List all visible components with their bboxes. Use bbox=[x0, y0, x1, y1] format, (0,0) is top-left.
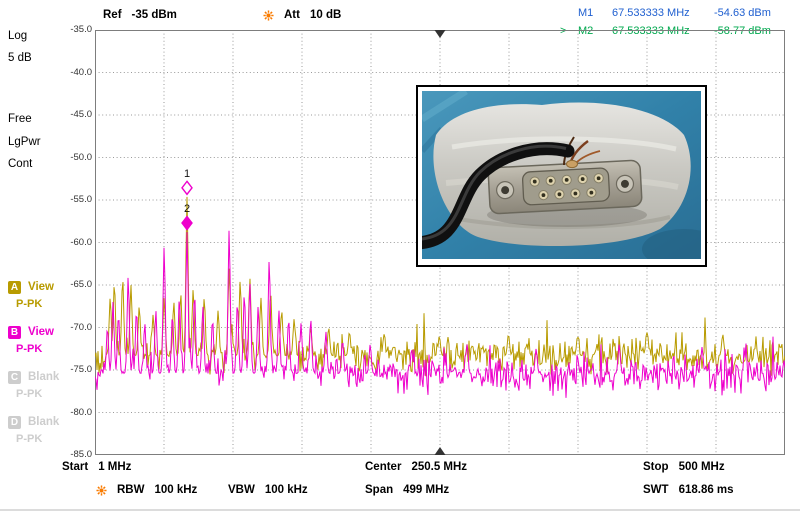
marker-1-level: -54.63 dBm bbox=[714, 7, 771, 19]
y-axis-tick: -65.0 bbox=[70, 279, 92, 290]
ref-label: Ref bbox=[103, 9, 122, 21]
trace-mode-label: Blank bbox=[28, 416, 60, 428]
stop-frequency-readout: Stop 500 MHz bbox=[643, 461, 725, 473]
marker-number-1: 1 bbox=[184, 168, 190, 180]
y-axis-tick: -50.0 bbox=[70, 151, 92, 163]
center-frequency-marker-bottom bbox=[434, 447, 446, 455]
trace-mode-label: View bbox=[28, 326, 54, 338]
connector-photo-inset bbox=[407, 85, 726, 269]
ref-level-readout: Ref -35 dBm bbox=[103, 9, 177, 21]
trace-letter-badge: A bbox=[8, 280, 21, 294]
y-axis-tick: -40.0 bbox=[70, 66, 92, 78]
db9-connector-photo bbox=[407, 88, 726, 269]
marker-diamond-1 bbox=[181, 180, 193, 196]
marker-1-id: M1 bbox=[578, 7, 594, 19]
y-axis-tick: -45.0 bbox=[70, 109, 92, 120]
start-frequency-readout: Start 1 MHz bbox=[62, 461, 131, 473]
trace-a-status: A View P-PK bbox=[8, 276, 88, 321]
trace-a-path bbox=[95, 196, 785, 377]
level-mode-label: LgPwr bbox=[8, 136, 41, 148]
db9-connector bbox=[487, 159, 643, 215]
marker-1-frequency: 67.533333 MHz bbox=[612, 7, 690, 19]
center-value: 250.5 MHz bbox=[411, 461, 468, 473]
att-label: Att bbox=[284, 9, 300, 21]
trace-status-list: A View P-PK B View P-PK C Blank P-PK D Blank P-PK bbox=[8, 276, 88, 456]
y-axis: -35.0 -40.0 -45.0 -50.0 -55.0 -60.0 -65.0 -70.0… bbox=[55, 0, 92, 470]
att-value: 10 dB bbox=[309, 9, 342, 21]
y-axis-tick: -55.0 bbox=[70, 194, 92, 205]
trace-detector-label: P-PK bbox=[16, 298, 43, 310]
coupled-setting-icon bbox=[263, 9, 274, 21]
swt-label: SWT bbox=[643, 484, 669, 496]
ref-value: -35 dBm bbox=[131, 9, 177, 21]
marker-1-readout: M1 67.533333 MHz -54.63 dBm bbox=[560, 7, 784, 19]
center-label: Center bbox=[365, 461, 402, 473]
y-axis-tick: -85.0 bbox=[70, 449, 92, 460]
y-axis-tick: -70.0 bbox=[70, 321, 92, 333]
span-value: 499 MHz bbox=[403, 484, 450, 496]
trace-letter-badge: C bbox=[8, 370, 21, 384]
marker-diamond-2 bbox=[181, 215, 193, 231]
y-axis-tick: -35.0 bbox=[70, 24, 92, 35]
sweep-mode-label: Cont bbox=[8, 158, 33, 170]
y-axis-tick: -75.0 bbox=[70, 364, 92, 375]
trace-mode-label: View bbox=[28, 281, 54, 293]
center-frequency-readout: Center 250.5 MHz bbox=[365, 461, 467, 473]
trace-detector-label: P-PK bbox=[16, 388, 43, 400]
trace-d-status: D Blank P-PK bbox=[8, 411, 88, 456]
rbw-value: 100 kHz bbox=[154, 484, 198, 496]
stop-label: Stop bbox=[643, 461, 669, 473]
trigger-mode-label: Free bbox=[8, 113, 32, 125]
center-frequency-marker-top bbox=[434, 30, 446, 38]
connector-pins bbox=[529, 173, 604, 201]
rbw-label: RBW bbox=[117, 484, 145, 496]
trace-c-status: C Blank P-PK bbox=[8, 366, 88, 411]
marker-1-prefix bbox=[560, 7, 570, 19]
trace-detector-label: P-PK bbox=[16, 343, 43, 355]
swt-value: 618.86 ms bbox=[678, 484, 734, 496]
span-label: Span bbox=[365, 484, 394, 496]
span-readout: Span 499 MHz bbox=[365, 484, 449, 496]
coupled-setting-icon bbox=[96, 484, 107, 496]
y-axis-tick: -80.0 bbox=[70, 406, 92, 418]
vbw-readout: VBW 100 kHz bbox=[228, 484, 308, 496]
trace-mode-label: Blank bbox=[28, 371, 60, 383]
trace-b-status: B View P-PK bbox=[8, 321, 88, 366]
marker-number-2: 2 bbox=[184, 203, 190, 215]
bottom-divider bbox=[0, 509, 800, 511]
trace-detector-label: P-PK bbox=[16, 433, 43, 445]
trace-b-path bbox=[95, 230, 785, 398]
stop-value: 500 MHz bbox=[678, 461, 725, 473]
scale-per-div-label: 5 dB bbox=[8, 52, 32, 64]
connector-cable bbox=[407, 142, 575, 250]
start-label: Start bbox=[62, 461, 89, 473]
solder-wires bbox=[563, 136, 601, 169]
sweep-time-readout: SWT 618.86 ms bbox=[643, 484, 734, 496]
y-axis-tick: -60.0 bbox=[70, 236, 92, 248]
trace-letter-badge: D bbox=[8, 415, 21, 429]
attenuation-readout: Att 10 dB bbox=[263, 9, 341, 21]
scale-type-label: Log bbox=[8, 30, 28, 42]
rbw-readout: RBW 100 kHz bbox=[96, 484, 197, 496]
vbw-label: VBW bbox=[228, 484, 255, 496]
start-value: 1 MHz bbox=[98, 461, 132, 473]
vbw-value: 100 kHz bbox=[264, 484, 308, 496]
trace-letter-badge: B bbox=[8, 325, 21, 339]
